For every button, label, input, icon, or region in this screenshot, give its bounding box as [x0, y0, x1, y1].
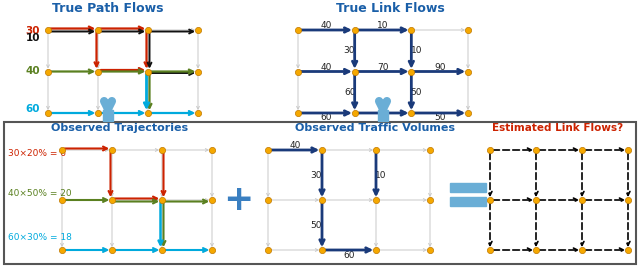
Text: 60: 60 [377, 114, 388, 122]
Text: 90: 90 [434, 63, 445, 72]
Bar [378, 110, 388, 121]
Text: 30: 30 [26, 26, 40, 36]
Text: 70: 70 [377, 63, 388, 72]
Text: 50: 50 [310, 221, 322, 229]
Text: 40×50% = 20: 40×50% = 20 [8, 188, 72, 198]
Text: 60: 60 [321, 114, 332, 122]
Text: 10: 10 [375, 170, 387, 180]
Text: Observed Traffic Volumes: Observed Traffic Volumes [295, 123, 455, 133]
Text: 10: 10 [26, 33, 40, 43]
Text: 30: 30 [343, 46, 355, 55]
Text: 40: 40 [26, 66, 40, 76]
Text: 40: 40 [321, 21, 332, 31]
Text: 50: 50 [434, 114, 445, 122]
Text: +: + [223, 183, 253, 217]
Bar [103, 110, 113, 121]
Bar [450, 183, 486, 192]
Text: True Link Flows: True Link Flows [335, 2, 444, 14]
Text: Estimated Link Flows?: Estimated Link Flows? [492, 123, 623, 133]
Text: 10: 10 [411, 46, 422, 55]
Text: 50: 50 [411, 88, 422, 97]
Text: 60×30% = 18: 60×30% = 18 [8, 233, 72, 243]
Text: True Path Flows: True Path Flows [52, 2, 164, 14]
Text: 10: 10 [377, 21, 388, 31]
Text: 30×20% = 6: 30×20% = 6 [8, 148, 66, 158]
Text: Observed Trajectories: Observed Trajectories [51, 123, 189, 133]
FancyBboxPatch shape [4, 122, 636, 264]
Text: 40: 40 [289, 140, 301, 150]
Text: 60: 60 [343, 251, 355, 259]
Text: 60: 60 [26, 104, 40, 114]
Text: 30: 30 [310, 170, 322, 180]
Bar [450, 197, 486, 206]
Text: 40: 40 [321, 63, 332, 72]
Text: 60: 60 [344, 88, 355, 97]
